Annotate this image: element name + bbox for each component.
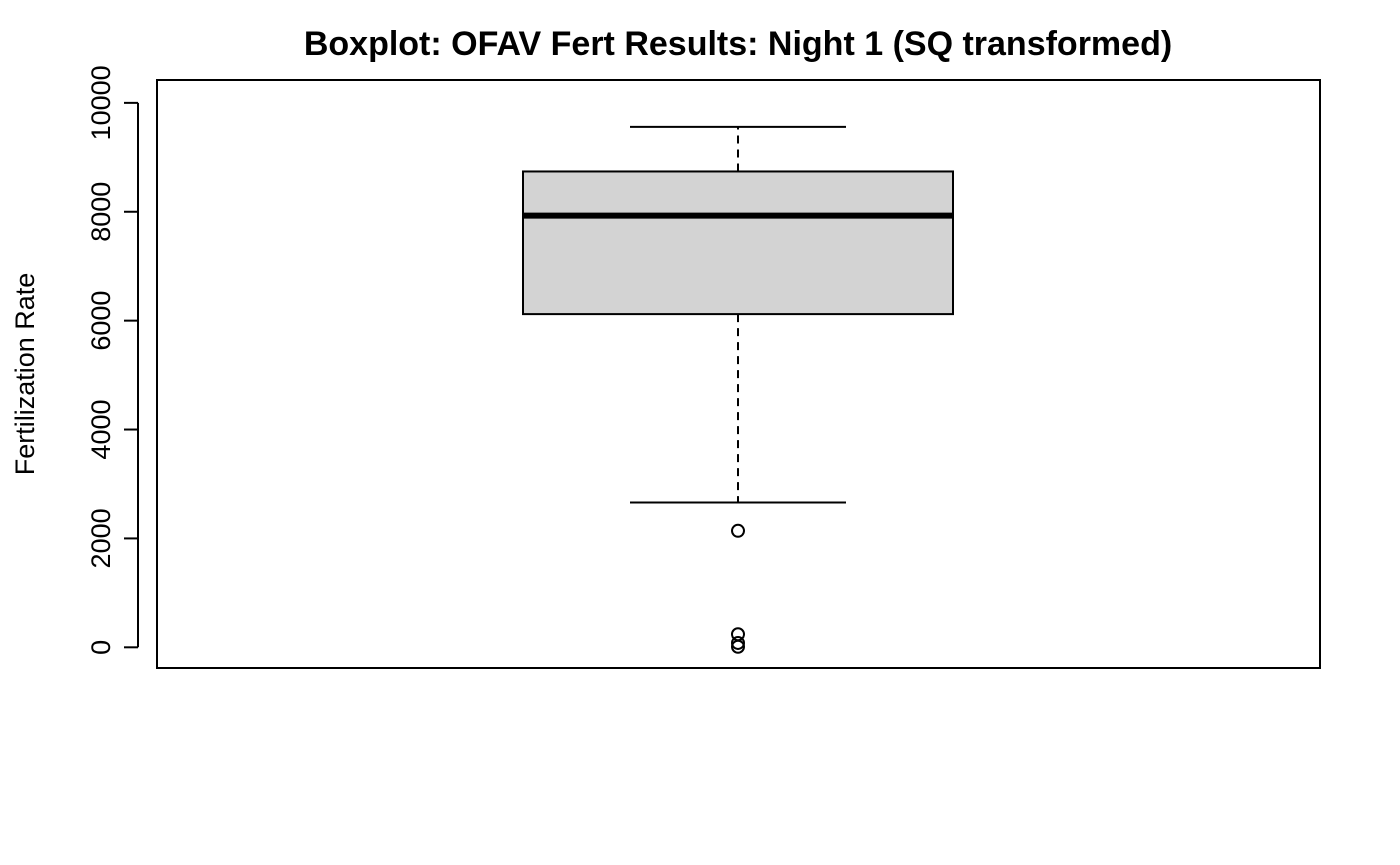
plot-frame — [156, 79, 1321, 669]
y-tick-label: 10000 — [86, 65, 116, 140]
outlier-point — [731, 635, 745, 650]
box-group — [522, 125, 954, 654]
outlier-point — [731, 523, 745, 538]
iqr-box — [522, 170, 954, 316]
y-axis-label: Fertilization Rate — [10, 273, 40, 476]
y-axis: 0 2000 4000 6000 8000 10000 — [86, 65, 139, 655]
y-tick-label: 4000 — [86, 399, 116, 459]
chart-title: Boxplot: OFAV Fert Results: Night 1 (SQ … — [304, 25, 1172, 63]
y-tick-label: 0 — [86, 640, 116, 655]
y-tick-label: 6000 — [86, 291, 116, 351]
y-tick-label: 8000 — [86, 182, 116, 242]
outlier-point — [731, 639, 745, 654]
y-tick-label: 2000 — [86, 508, 116, 568]
